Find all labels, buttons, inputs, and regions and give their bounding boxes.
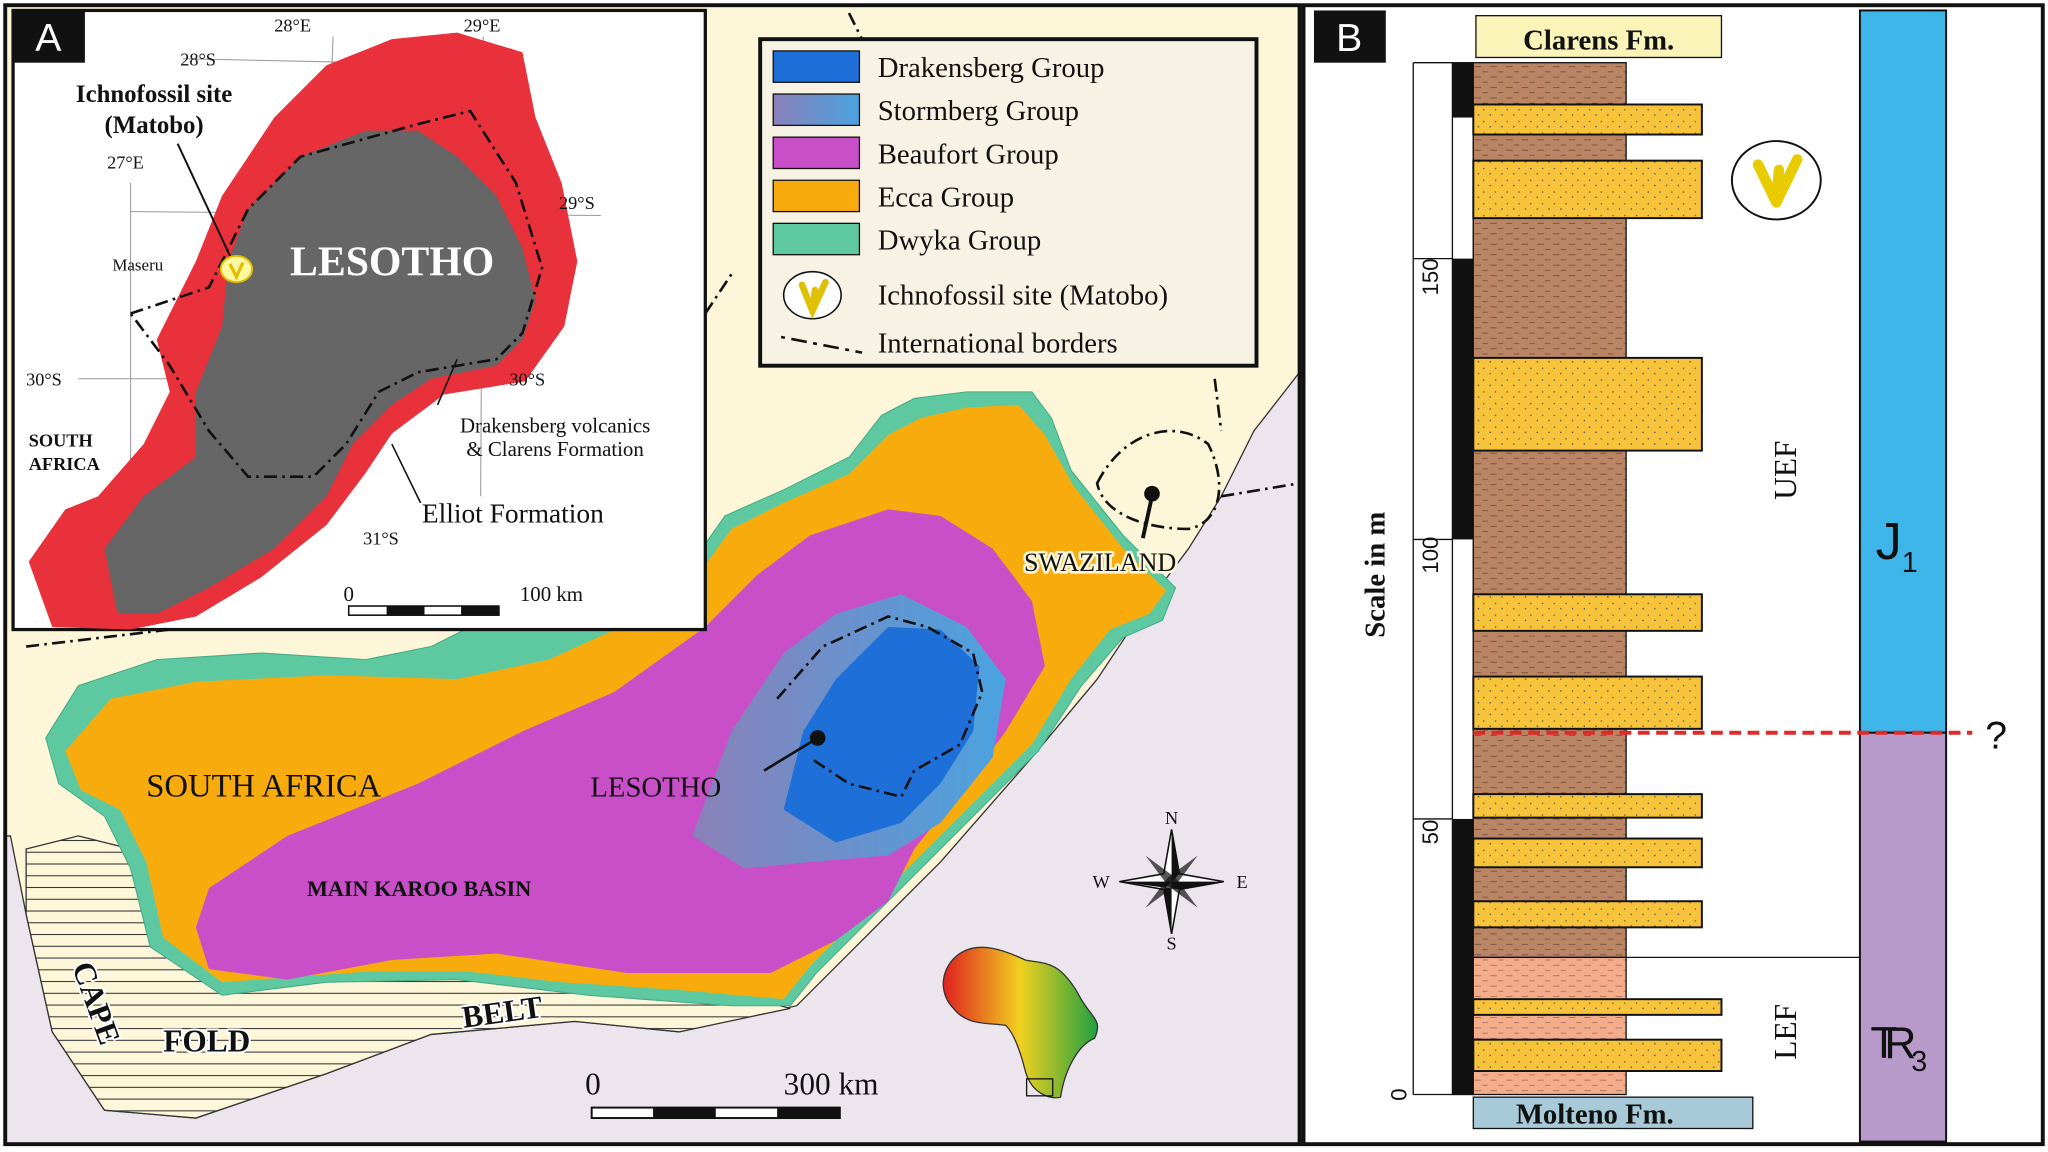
legend-label: Dwyka Group [878,224,1042,256]
triassic-bar [1858,731,1948,1143]
scale-tick-label: 150 [1418,258,1443,295]
coordinate: 29°S [559,193,595,213]
legend-border-line [780,335,863,354]
site-marker [219,255,254,284]
formation-box [1475,15,1723,59]
site-pointer [763,736,819,772]
compass: N E S W [1092,808,1247,953]
volcanics-label: Drakensberg volcanics [460,413,650,437]
coordinate: 30°S [26,369,62,389]
legend-swatch [772,136,861,170]
scale-label: 100 km [520,582,583,606]
city-label: Maseru [112,255,163,274]
footprint [1752,154,1803,208]
formation-label: Molteno Fm. [1516,1098,1674,1130]
stratigraphic-log: B 0 50 100 150 Scale in m Clarens Fm. M [1301,3,2045,1147]
boundary-note: ? [1985,714,2007,757]
legend-label: Stormberg Group [878,95,1079,127]
scale-ticks [1413,62,1453,1096]
legend-label: Beaufort Group [878,138,1059,170]
panel-a-frame [3,3,1302,1147]
legend: Drakensberg Group Stormberg Group Beaufo… [758,37,1259,368]
legend-swatch [772,222,861,256]
legend-label: International borders [878,328,1118,360]
formation-label: Clarens Fm. [1523,25,1674,57]
panel-label: A [35,17,62,60]
swaziland-border [25,12,1300,648]
formation-box [1472,1096,1754,1130]
compass-label: W [1092,872,1110,892]
coordinate: 29°E [464,15,501,35]
coordinate: 31°S [363,529,399,549]
scale-tick-label: 0 [1387,1088,1412,1100]
belt-label: FOLD [163,1023,250,1058]
scale-bar-black [1452,258,1474,540]
africa-locator [942,946,1099,1099]
compass-label: S [1167,934,1177,954]
neighbor-label: SOUTH [29,431,93,451]
footprint [798,278,829,320]
unit-label: UEF [1768,441,1803,500]
elliot-label: Elliot Formation [422,498,604,528]
lesotho-border [129,109,544,479]
unit-label: LEF [1768,1004,1803,1060]
lesotho-border [776,615,984,799]
scale-tick-label: 100 [1418,537,1443,574]
jurassic-bar [1858,9,1948,734]
inset-map: 28°E 29°E 27°E 28°S 29°S 30°S 30°S 31°S … [11,8,707,632]
coordinate: 28°S [180,49,216,69]
coordinate: 27°E [107,152,144,172]
neighbor-label: AFRICA [29,454,101,474]
period-symbol: J [1876,513,1902,571]
period-label: J1 [1876,513,1918,579]
mudstone-lower [1472,956,1627,1096]
scale-bar-black [1452,62,1474,118]
country-label: LESOTHO [290,240,494,286]
compass-label: N [1165,808,1178,828]
scale-bar-black [1452,818,1474,1095]
inset-scale-bar: 0 100 km [344,582,583,616]
basin-label: MAIN KAROO BASIN [307,876,531,901]
legend-label: Ecca Group [878,181,1014,213]
legend-label: Ichnofossil site (Matobo) [878,279,1168,311]
legend-label: Drakensberg Group [878,52,1105,84]
legend-swatch [772,93,861,127]
volcanics-label: & Clarens Formation [466,437,644,461]
site-label: Ichnofossil site [76,81,232,108]
sandstone-beds [1472,103,1723,1072]
footprint [228,261,245,281]
country-label: SOUTH AFRICA [146,769,381,805]
coordinate: 30°S [509,369,545,389]
drakensberg-volcanics [104,130,536,614]
period-subscript: 3 [1911,1046,1927,1078]
compass-label: E [1237,872,1248,892]
site-label: (Matobo) [105,112,204,139]
legend-swatch [772,179,861,213]
drakensberg-group [783,626,980,843]
panel-label-box [1313,10,1386,63]
site-marker [809,730,826,746]
capital-pointer [1140,495,1154,539]
period-subscript: 1 [1902,547,1918,579]
scale-label: 0 [585,1067,601,1102]
label-pointer [436,358,458,406]
scale-bar: 0 300 km [585,1067,879,1120]
scale-label: 300 km [784,1067,879,1102]
capital-marker [1144,485,1160,502]
panel-label: B [1336,17,1362,60]
scale-title: Scale in m [1359,512,1391,638]
scale-label: 0 [344,582,354,606]
country-label: SWAZILAND [1024,548,1176,577]
site-pointer [176,143,234,262]
label-pointer [391,443,422,504]
coordinate: 28°E [274,15,311,35]
scale-tick-label: 50 [1418,820,1443,845]
panel-label-box [13,10,85,63]
legend-swatch [772,50,861,83]
country-label: LESOTHO [590,772,721,804]
